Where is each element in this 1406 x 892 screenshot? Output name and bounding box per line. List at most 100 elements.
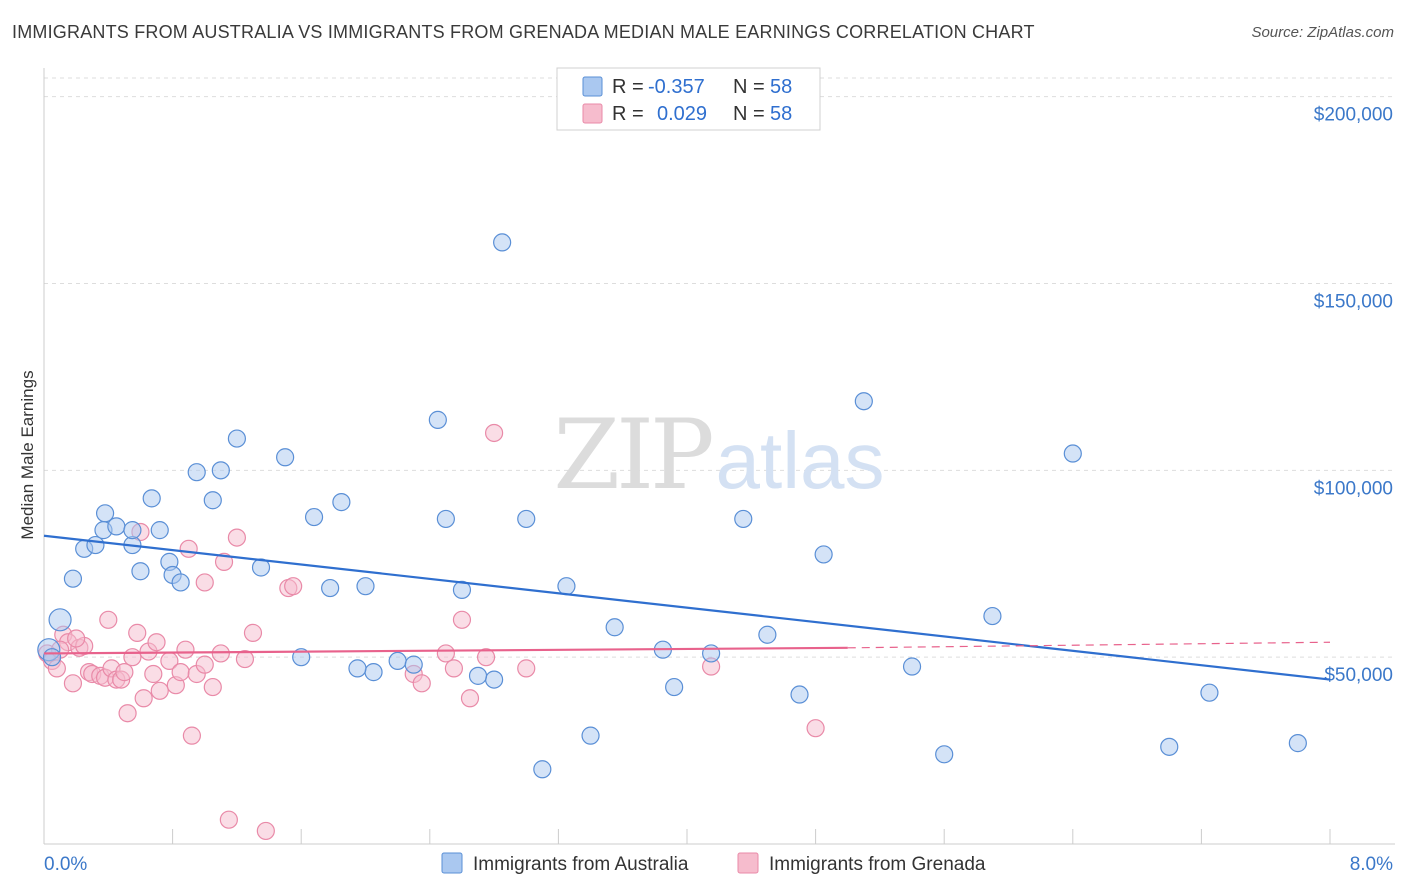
australia-point[interactable] xyxy=(734,509,753,529)
legend-r-value-australia: -0.357 xyxy=(648,76,705,98)
australia-point[interactable] xyxy=(107,517,126,536)
australia-point[interactable] xyxy=(304,507,324,527)
australia-point[interactable] xyxy=(123,521,142,540)
australia-point[interactable] xyxy=(142,489,161,508)
australia-point[interactable] xyxy=(86,535,105,555)
grenada-point[interactable] xyxy=(144,664,163,684)
australia-point[interactable] xyxy=(428,410,447,429)
grenada-point[interactable] xyxy=(806,719,825,738)
australia-point[interactable] xyxy=(171,573,190,592)
australia-point[interactable] xyxy=(356,577,375,596)
trend-line-australia xyxy=(43,534,1331,681)
grenada-point[interactable] xyxy=(134,689,153,708)
australia-point[interactable] xyxy=(1288,734,1307,753)
correlation-legend: R = -0.357 N = 58 R = 0.029 N = 58 xyxy=(556,67,821,131)
grenada-point[interactable] xyxy=(517,659,536,678)
bottom-legend-label-australia: Immigrants from Australia xyxy=(473,854,689,875)
legend-swatch-australia xyxy=(582,76,603,97)
grenada-point[interactable] xyxy=(115,663,134,682)
bottom-legend-swatch-grenada xyxy=(737,852,759,874)
grenada-point[interactable] xyxy=(485,423,504,443)
australia-point[interactable] xyxy=(581,726,600,745)
grenada-point[interactable] xyxy=(195,655,214,674)
australia-point[interactable] xyxy=(211,461,230,480)
australia-point[interactable] xyxy=(48,608,72,632)
grenada-point[interactable] xyxy=(147,633,166,652)
australia-point[interactable] xyxy=(1200,683,1219,702)
australia-point[interactable] xyxy=(517,509,536,529)
australia-point[interactable] xyxy=(485,670,504,689)
australia-point[interactable] xyxy=(533,760,552,779)
grenada-point[interactable] xyxy=(211,644,230,663)
australia-point[interactable] xyxy=(902,657,922,676)
grenada-point[interactable] xyxy=(179,539,198,558)
australia-point[interactable] xyxy=(493,233,512,252)
grenada-point[interactable] xyxy=(476,648,496,667)
grenada-point[interactable] xyxy=(150,681,169,700)
australia-point[interactable] xyxy=(203,491,222,510)
grenada-point[interactable] xyxy=(203,677,222,697)
australia-point[interactable] xyxy=(150,521,169,540)
australia-point[interactable] xyxy=(935,745,954,764)
australia-point[interactable] xyxy=(63,569,83,588)
australia-point[interactable] xyxy=(468,666,488,685)
australia-point[interactable] xyxy=(292,648,311,667)
australia-point[interactable] xyxy=(790,685,809,704)
grenada-point[interactable] xyxy=(452,610,472,629)
grenada-point[interactable] xyxy=(63,674,83,693)
grenada-point[interactable] xyxy=(412,674,431,693)
australia-point[interactable] xyxy=(42,648,62,667)
grenada-point[interactable] xyxy=(128,623,147,642)
australia-point[interactable] xyxy=(814,545,833,564)
grenada-point[interactable] xyxy=(182,726,201,745)
watermark: ZIP atlas xyxy=(553,399,884,511)
grenada-point[interactable] xyxy=(118,704,137,723)
australia-point[interactable] xyxy=(436,509,455,529)
australia-point[interactable] xyxy=(702,644,721,663)
australia-point[interactable] xyxy=(605,618,624,637)
australia-point[interactable] xyxy=(1160,737,1179,756)
australia-point[interactable] xyxy=(983,606,1002,626)
grenada-point[interactable] xyxy=(123,648,142,667)
grenada-point[interactable] xyxy=(436,644,455,663)
grenada-point[interactable] xyxy=(235,649,255,669)
australia-point[interactable] xyxy=(348,659,367,678)
australia-point[interactable] xyxy=(227,429,246,448)
grenada-point[interactable] xyxy=(67,629,86,648)
australia-point[interactable] xyxy=(758,625,777,644)
grenada-point[interactable] xyxy=(444,659,464,678)
grenada-point[interactable] xyxy=(171,663,190,682)
bottom-legend-swatch-australia xyxy=(441,852,463,874)
grenada-point[interactable] xyxy=(99,610,118,629)
grenada-point[interactable] xyxy=(256,821,275,841)
australia-point[interactable] xyxy=(388,651,407,671)
australia-point[interactable] xyxy=(665,677,684,697)
australia-point[interactable] xyxy=(557,577,576,596)
watermark-zip: ZIP xyxy=(553,399,712,511)
legend-swatch-grenada xyxy=(582,103,603,124)
australia-point[interactable] xyxy=(1063,444,1082,463)
grenada-point[interactable] xyxy=(227,528,246,547)
australia-point[interactable] xyxy=(854,392,873,411)
australia-point[interactable] xyxy=(321,578,340,598)
grenada-point[interactable] xyxy=(243,623,263,642)
legend-n-value-grenada: 58 xyxy=(770,103,792,125)
australia-point[interactable] xyxy=(276,448,295,467)
grenada-point[interactable] xyxy=(284,577,303,596)
legend-n-label-grenada: N = xyxy=(733,103,765,125)
grenada-point[interactable] xyxy=(176,640,195,659)
grenada-point[interactable] xyxy=(195,573,214,592)
source-attribution: Source: ZipAtlas.com xyxy=(1251,24,1394,41)
y-tick-labels: $50,000 $100,000 $150,000 $200,000 xyxy=(1314,105,1393,686)
grenada-point[interactable] xyxy=(214,552,234,571)
watermark-atlas: atlas xyxy=(716,416,885,505)
australia-point[interactable] xyxy=(332,493,351,512)
grid-lines xyxy=(44,77,1395,658)
grenada-point[interactable] xyxy=(219,810,238,829)
australia-point[interactable] xyxy=(404,655,423,674)
australia-point[interactable] xyxy=(131,562,150,581)
australia-point[interactable] xyxy=(187,463,206,482)
australia-point[interactable] xyxy=(364,663,383,682)
grenada-point[interactable] xyxy=(460,689,480,708)
chart-title: IMMIGRANTS FROM AUSTRALIA VS IMMIGRANTS … xyxy=(12,22,1035,42)
